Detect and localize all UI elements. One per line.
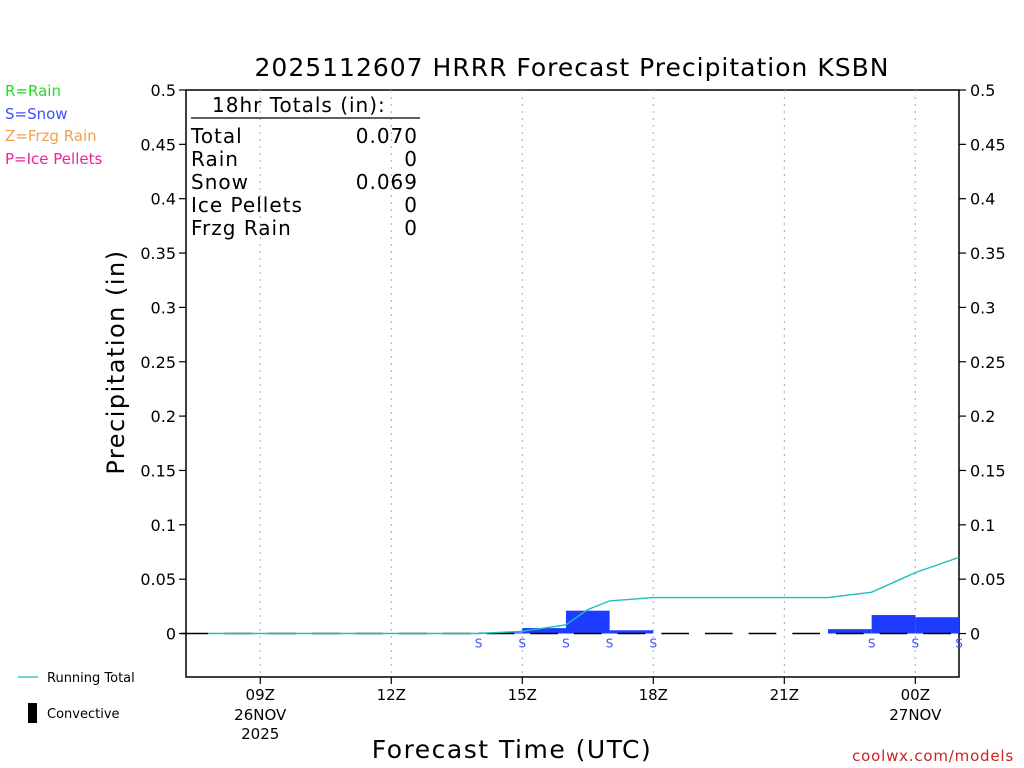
precip-bar bbox=[609, 630, 654, 634]
y-tick-label-left: 0 bbox=[166, 625, 176, 644]
y-tick-label-left: 0.5 bbox=[151, 81, 176, 100]
totals-row-value: 0.070 bbox=[356, 124, 418, 148]
x-tick-label: 09Z bbox=[246, 686, 275, 704]
totals-row-label: Total bbox=[190, 124, 243, 148]
convective-legend-label: Convective bbox=[47, 707, 120, 722]
ptype-legend-ice-pellets: P=Ice Pellets bbox=[5, 150, 102, 168]
y-tick-label-right: 0.25 bbox=[970, 353, 1006, 372]
y-tick-label-right: 0.45 bbox=[970, 135, 1006, 154]
precip-bar bbox=[522, 628, 566, 634]
y-tick-label-right: 0.3 bbox=[970, 298, 995, 317]
x-axis-label: Forecast Time (UTC) bbox=[372, 735, 652, 764]
totals-row-value: 0 bbox=[404, 147, 418, 171]
ptype-marker: S bbox=[475, 637, 483, 651]
x-tick-label: 21Z bbox=[770, 686, 799, 704]
y-tick-label-left: 0.35 bbox=[140, 244, 176, 263]
totals-box: 18hr Totals (in): Total 0.070 Rain 0 Snow 0.0… bbox=[190, 93, 420, 240]
ptype-legend: R=Rain S=Snow Z=Frzg Rain P=Ice Pellets bbox=[5, 82, 102, 168]
y-axis-right: 0 0.05 0.1 0.15 0.2 0.25 0.3 0.35 0.4 0.45 0.5 bbox=[959, 81, 1006, 644]
bottom-legend: Running Total Convective bbox=[18, 671, 135, 723]
y-tick-label-left: 0.05 bbox=[140, 570, 176, 589]
y-tick-label-right: 0.1 bbox=[970, 516, 995, 535]
ptype-legend-frzg-rain: Z=Frzg Rain bbox=[5, 127, 97, 145]
ptype-legend-rain: R=Rain bbox=[5, 82, 61, 100]
x-tick-year-label: 2025 bbox=[241, 725, 279, 743]
ptype-marker: S bbox=[912, 637, 920, 651]
precip-bar bbox=[827, 629, 872, 634]
chart-title: 2025112607 HRRR Forecast Precipitation K… bbox=[255, 53, 890, 82]
y-tick-label-left: 0.4 bbox=[151, 190, 176, 209]
x-tick-label: 15Z bbox=[508, 686, 537, 704]
ptype-marker: S bbox=[606, 637, 614, 651]
totals-row-label: Snow bbox=[191, 170, 249, 194]
y-axis-left: 0 0.05 0.1 0.15 0.2 0.25 0.3 0.35 0.4 0.45 0.5 bbox=[140, 81, 186, 644]
totals-row-value: 0 bbox=[404, 216, 418, 240]
y-tick-label-left: 0.1 bbox=[151, 516, 176, 535]
plot-frame bbox=[185, 89, 960, 678]
precip-bar bbox=[915, 617, 959, 634]
ptype-marker: S bbox=[955, 637, 963, 651]
precip-bar bbox=[871, 615, 916, 634]
ptype-marker: S bbox=[518, 637, 526, 651]
totals-row-label: Rain bbox=[191, 147, 239, 171]
ptype-marker: S bbox=[868, 637, 876, 651]
ptype-legend-snow: S=Snow bbox=[5, 105, 68, 123]
hourly-precip-bars bbox=[478, 610, 959, 634]
x-tick-label: 18Z bbox=[639, 686, 668, 704]
y-tick-label-right: 0.4 bbox=[970, 190, 995, 209]
running-total-polyline bbox=[207, 556, 960, 635]
x-tick-label: 12Z bbox=[377, 686, 406, 704]
precip-bar bbox=[565, 610, 610, 634]
y-tick-label-left: 0.3 bbox=[151, 298, 176, 317]
totals-header: 18hr Totals (in): bbox=[212, 93, 386, 117]
running-total-line bbox=[207, 556, 960, 635]
y-tick-label-right: 0.35 bbox=[970, 244, 1006, 263]
y-tick-label-right: 0.2 bbox=[970, 407, 995, 426]
y-tick-label-left: 0.2 bbox=[151, 407, 176, 426]
y-tick-label-right: 0.5 bbox=[970, 81, 995, 100]
y-tick-label-right: 0.05 bbox=[970, 570, 1006, 589]
totals-row-label: Frzg Rain bbox=[191, 216, 292, 240]
x-tick-label: 00Z bbox=[901, 686, 930, 704]
y-tick-label-left: 0.45 bbox=[140, 135, 176, 154]
x-tick-date-label: 26NOV bbox=[234, 706, 287, 724]
x-tick-date-label: 27NOV bbox=[889, 706, 942, 724]
totals-row-label: Ice Pellets bbox=[191, 193, 303, 217]
ptype-marker: S bbox=[562, 637, 570, 651]
totals-row-value: 0.069 bbox=[356, 170, 418, 194]
y-tick-label-right: 0 bbox=[970, 625, 980, 644]
convective-legend-swatch bbox=[28, 703, 37, 723]
y-tick-label-left: 0.15 bbox=[140, 461, 176, 480]
running-total-legend-label: Running Total bbox=[47, 671, 135, 686]
y-tick-label-right: 0.15 bbox=[970, 461, 1006, 480]
y-tick-label-left: 0.25 bbox=[140, 353, 176, 372]
ptype-marker: S bbox=[649, 637, 657, 651]
credit-text: coolwx.com/models bbox=[852, 747, 1014, 765]
y-axis-label: Precipitation (in) bbox=[102, 249, 130, 474]
totals-row-value: 0 bbox=[404, 193, 418, 217]
